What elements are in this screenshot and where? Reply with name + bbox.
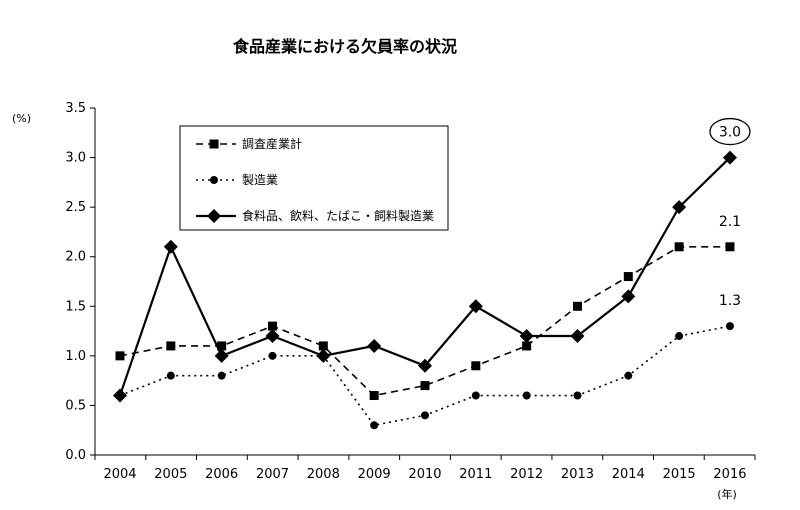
data-point [725, 242, 735, 252]
y-tick-label: 0.5 [65, 398, 86, 413]
data-point [115, 351, 125, 361]
series-1 [115, 242, 735, 401]
series-line [119, 246, 730, 397]
data-point [468, 299, 483, 314]
x-tick-label: 2009 [358, 467, 391, 482]
data-point [166, 371, 175, 380]
data-point [623, 272, 633, 282]
x-tick-label: 2015 [663, 467, 696, 482]
data-label: 3.0 [719, 125, 741, 141]
y-tick-label: 3.5 [65, 101, 86, 116]
data-point [370, 421, 379, 430]
data-point [316, 348, 331, 363]
data-point [674, 242, 684, 252]
x-tick-label: 2010 [408, 467, 441, 482]
annotations: 3.0 2.1 1.3 [709, 117, 751, 309]
legend-label: 製造業 [242, 173, 278, 187]
data-point [267, 321, 277, 331]
data-label: 2.1 [719, 214, 741, 230]
legend-label: 調査産業計 [242, 136, 302, 151]
x-tick-label: 2007 [256, 467, 289, 482]
data-point [471, 391, 480, 400]
data-point [420, 381, 430, 391]
data-point [420, 411, 429, 420]
data-point [217, 371, 226, 380]
data-point [570, 329, 585, 344]
data-point [672, 200, 687, 215]
y-tick-label: 3.0 [65, 151, 86, 166]
y-tick-label: 2.0 [65, 250, 86, 265]
data-point [265, 329, 280, 344]
annotation-circle [709, 117, 751, 146]
legend-marker [207, 209, 221, 223]
legend-label: 食料品、飲料、たばこ・飼料製造業 [242, 208, 434, 223]
data-point [214, 348, 229, 363]
x-tick-label: 2005 [154, 467, 187, 482]
data-point [573, 391, 582, 400]
data-point [572, 301, 582, 311]
data-point [367, 338, 382, 353]
data-label: 1.3 [719, 293, 741, 309]
x-tick-label: 2013 [561, 467, 594, 482]
x-tick-label: 2014 [612, 467, 645, 482]
data-point [675, 332, 684, 341]
series-line [119, 325, 731, 427]
legend-marker [210, 176, 218, 184]
data-point [163, 239, 178, 254]
x-tick-label: 2004 [103, 467, 136, 482]
data-point [318, 341, 328, 351]
data-point [268, 351, 277, 360]
series-2 [116, 322, 734, 430]
x-tick-label: 2006 [205, 467, 238, 482]
chart-title: 食品産業における欠員率の状況 [232, 37, 457, 56]
series-layer [113, 150, 737, 430]
data-point [417, 358, 432, 373]
y-tick-label: 2.5 [65, 200, 86, 215]
data-point [725, 322, 734, 331]
y-axis-label: (%) [12, 112, 31, 125]
x-tick-label: 2016 [713, 467, 746, 482]
y-tick-label: 0.0 [65, 448, 86, 463]
x-tick-label: 2008 [307, 467, 340, 482]
data-point [624, 371, 633, 380]
data-point [166, 341, 176, 351]
data-point [621, 289, 636, 304]
y-tick-label: 1.5 [65, 299, 86, 314]
x-axis-label: (年) [717, 487, 737, 501]
data-point [369, 391, 379, 401]
y-tick-label: 1.0 [65, 349, 86, 364]
data-point [519, 329, 534, 344]
data-point [722, 150, 737, 165]
data-point [522, 341, 532, 351]
series-3 [113, 150, 737, 403]
axes: 0.0 0.5 1.0 1.5 2.0 2.5 3.0 3.5 2004 2005 2006 2007… [65, 101, 756, 482]
legend-marker [209, 139, 219, 149]
x-tick-label: 2012 [510, 467, 543, 482]
data-point [471, 361, 481, 371]
data-point [113, 388, 127, 403]
x-tick-label: 2011 [459, 467, 492, 482]
data-point [217, 341, 227, 351]
data-point [522, 391, 531, 400]
